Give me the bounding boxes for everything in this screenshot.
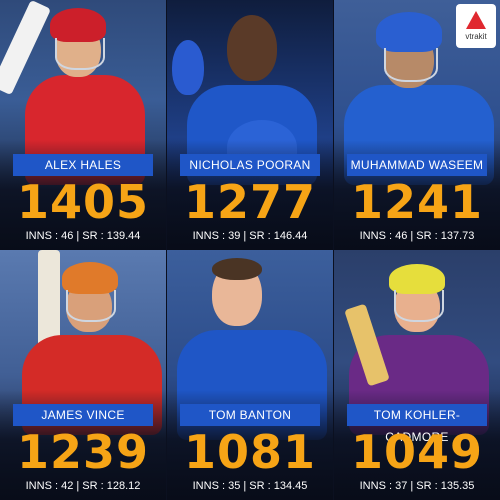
innings-strike-rate: INNS : 39 | SR : 146.44: [192, 230, 308, 242]
innings-strike-rate: INNS : 42 | SR : 128.12: [25, 480, 141, 492]
glove-image: [172, 40, 204, 95]
player-card-alex-hales[interactable]: [0, 0, 166, 250]
helmet-grill-image: [394, 290, 444, 322]
runs-value: 1277: [183, 175, 317, 229]
player-head-image: [227, 15, 277, 81]
vtrakit-logo: vtrakit: [456, 4, 496, 48]
helmet-grill-image: [384, 48, 438, 82]
player-name: TOM KOHLER-CADMORE: [347, 404, 487, 444]
runs-value: 1081: [183, 425, 317, 479]
innings-strike-rate: INNS : 46 | SR : 139.44: [25, 230, 141, 242]
runs-value: 1241: [350, 175, 484, 229]
logo-mark-icon: [466, 11, 486, 29]
player-name: MUHAMMAD WASEEM: [347, 154, 487, 176]
helmet-image: [62, 262, 118, 294]
hair-image: [212, 258, 262, 280]
runs-value: 1405: [16, 175, 150, 229]
runs-value: 1239: [16, 425, 150, 479]
innings-strike-rate: INNS : 35 | SR : 134.45: [192, 480, 308, 492]
helmet-image: [389, 264, 445, 294]
player-name: TOM BANTON: [180, 404, 320, 426]
runs-value: 1049: [350, 425, 484, 479]
helmet-image: [376, 12, 442, 52]
logo-text: vtrakit: [465, 32, 487, 41]
player-name: ALEX HALES: [13, 154, 153, 176]
player-card-nicholas-pooran[interactable]: [167, 0, 333, 250]
helmet-grill-image: [55, 38, 105, 70]
player-name: JAMES VINCE: [13, 404, 153, 426]
player-name: NICHOLAS POORAN: [180, 154, 320, 176]
helmet-image: [50, 8, 106, 42]
innings-strike-rate: INNS : 46 | SR : 137.73: [359, 230, 475, 242]
innings-strike-rate: INNS : 37 | SR : 135.35: [359, 480, 475, 492]
helmet-grill-image: [66, 290, 116, 322]
